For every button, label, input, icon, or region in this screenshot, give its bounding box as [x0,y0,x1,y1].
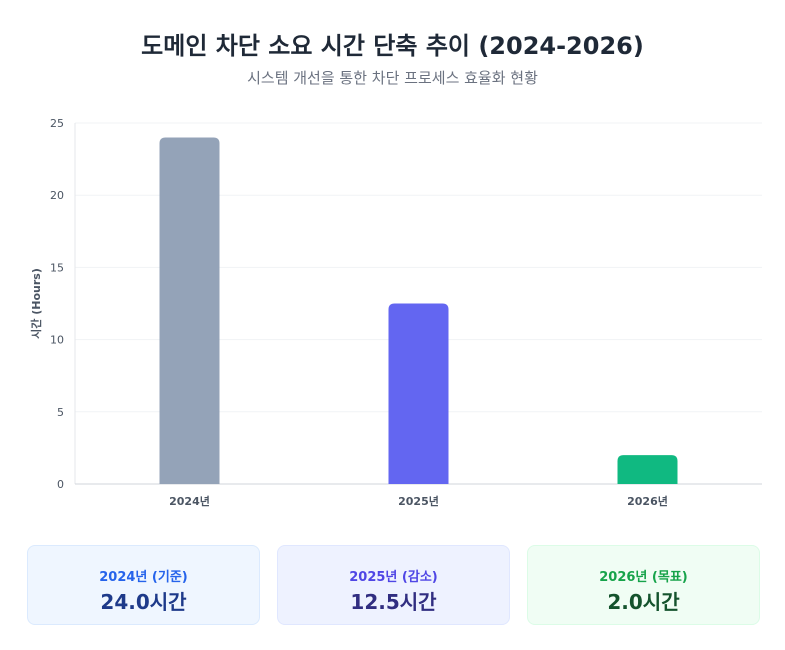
summary-card-value: 12.5시간 [350,590,437,614]
x-tick-label: 2025년 [398,494,439,508]
chart-title: 도메인 차단 소요 시간 단축 추이 (2024-2026) [141,32,644,60]
y-tick-label: 25 [50,117,64,130]
summary-card-value: 2.0시간 [607,590,680,614]
bar-3 [617,455,678,484]
chart-subtitle: 시스템 개선을 통한 차단 프로세스 효율화 현황 [247,69,538,87]
summary-card-2026: 2026년 (목표) 2.0시간 [527,545,760,625]
x-tick-label: 2026년 [627,494,668,508]
axis-labels: 0 5 10 15 20 25 2024년 2025년 2026년 시간 (Hours) [29,117,668,508]
y-tick-label: 0 [57,478,64,491]
summary-card-2024: 2024년 (기준) 24.0시간 [27,545,260,625]
y-tick-label: 20 [50,189,64,202]
bar-2 [388,303,449,484]
y-tick-label: 10 [50,334,64,347]
summary-card-label: 2026년 (목표) [599,570,688,585]
y-tick-label: 15 [50,261,64,274]
y-axis-label: 시간 (Hours) [29,268,43,339]
summary-card-2025: 2025년 (감소) 12.5시간 [277,545,510,625]
y-tick-label: 5 [57,406,64,419]
summary-card-label: 2024년 (기준) [99,570,188,585]
bar-chart: 0 5 10 15 20 25 2024년 2025년 2026년 시간 (Hours) [29,117,762,508]
summary-card-label: 2025년 (감소) [349,570,438,585]
summary-card-value: 24.0시간 [100,590,187,614]
summary-cards: 2024년 (기준) 24.0시간 2025년 (감소) 12.5시간 2026… [27,545,762,627]
x-tick-label: 2024년 [169,494,210,508]
bar-1 [159,137,220,484]
bars [159,137,678,484]
